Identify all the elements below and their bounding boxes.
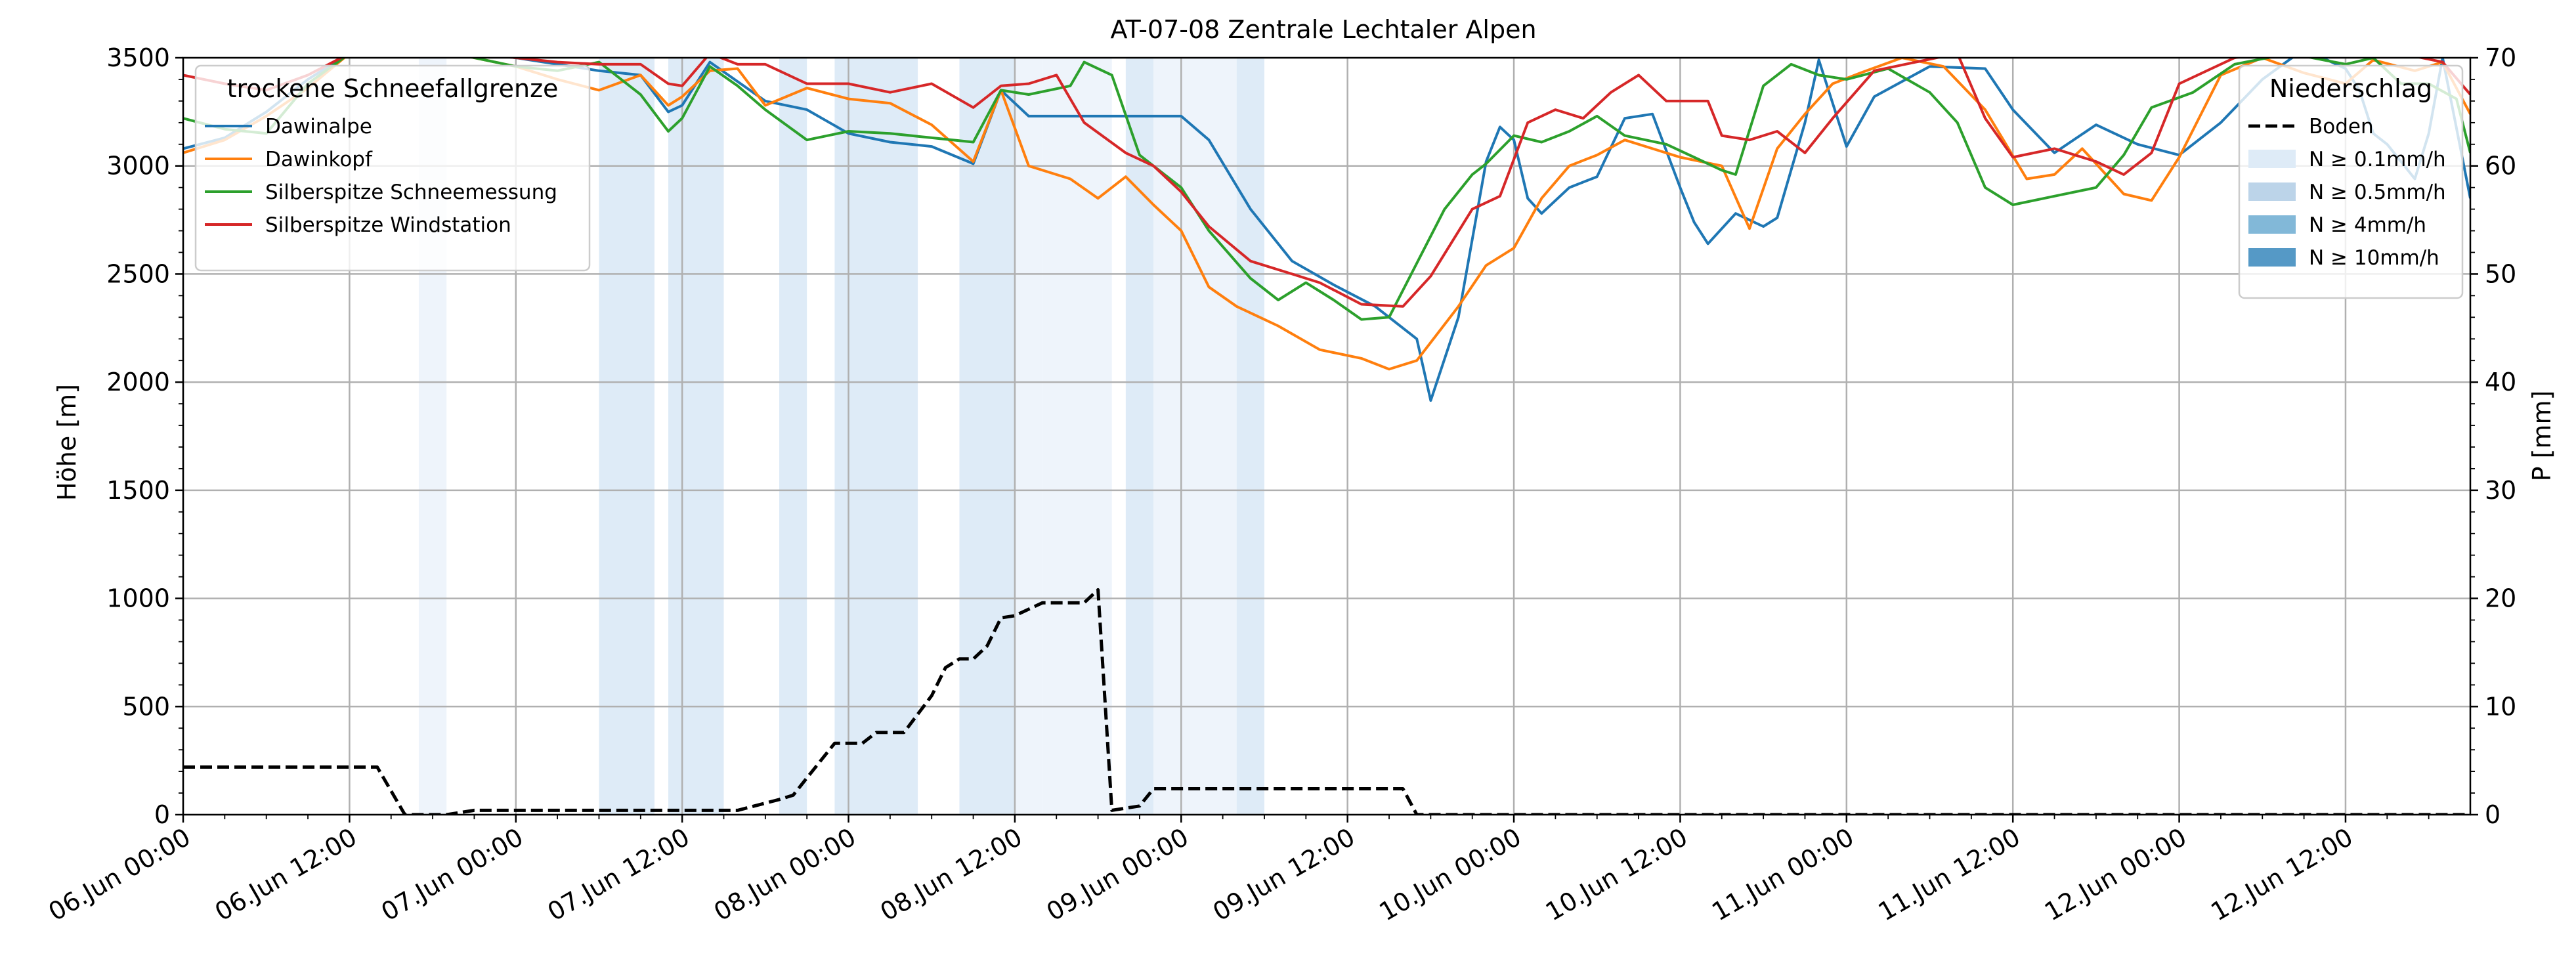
- legend-right-frame: [2238, 64, 2464, 299]
- y-tick-label-left-5: 2500: [106, 259, 170, 288]
- precip-band-7: [1042, 58, 1112, 815]
- precip-band-5: [959, 58, 1015, 815]
- legend-right-label-1: N ≥ 0.1mm/h: [2309, 148, 2446, 171]
- legend-right-title: Niederschlag: [2269, 74, 2432, 103]
- precip-band-8: [1125, 58, 1154, 815]
- y-tick-label-left-2: 1000: [106, 584, 170, 613]
- y-tick-label-left-0: 0: [154, 800, 170, 829]
- precip-band-2: [668, 58, 724, 815]
- legend-right-label-2: N ≥ 0.5mm/h: [2309, 181, 2446, 204]
- y-tick-label-right-6: 60: [2485, 152, 2516, 181]
- y-tick-label-right-7: 70: [2485, 43, 2516, 72]
- legend-right-swatch-2: [2248, 182, 2296, 201]
- y-axis-label-left: Höhe [m]: [53, 384, 81, 501]
- precip-band-4: [834, 58, 918, 815]
- y-tick-label-right-2: 20: [2485, 584, 2516, 613]
- series-line-silberspitze-schneemessung: [183, 58, 2470, 321]
- precip-band-3: [779, 58, 807, 815]
- legend-left-title: trockene Schneefallgrenze: [227, 74, 559, 103]
- y-tick-label-right-4: 40: [2485, 368, 2516, 397]
- legend-label-3: Silberspitze Windstation: [265, 213, 511, 237]
- precip-band-9: [1153, 58, 1237, 815]
- legend-right-swatch-3: [2248, 215, 2296, 234]
- y-tick-label-right-5: 50: [2485, 259, 2516, 288]
- legend-right-label-0: Boden: [2309, 115, 2374, 139]
- series-lines: [183, 58, 2470, 815]
- legend-right-label-4: N ≥ 10mm/h: [2309, 246, 2439, 270]
- legend-left: trockene Schneefallgrenze Dawinalpe Dawink…: [194, 64, 591, 272]
- y-tick-label-left-1: 500: [122, 692, 170, 721]
- legend-label-0: Dawinalpe: [265, 115, 372, 139]
- precip-band-1: [599, 58, 655, 815]
- series-line-silberspitze-windstation: [183, 58, 2470, 308]
- series-line-dawinkopf: [183, 58, 2470, 371]
- legend-right: Niederschlag Boden N ≥ 0.1mm/h N ≥ 0.5mm/h N…: [2238, 64, 2464, 299]
- plot-frame: [182, 56, 2472, 816]
- series-line-boden: [183, 588, 2470, 815]
- y-tick-label-left-7: 3500: [106, 43, 170, 72]
- y-tick-label-left-3: 1500: [106, 476, 170, 505]
- y-tick-label-right-3: 30: [2485, 476, 2516, 505]
- legend-right-swatch-4: [2248, 248, 2296, 267]
- legend-label-1: Dawinkopf: [265, 148, 373, 171]
- precip-band-10: [1236, 58, 1264, 815]
- legend-label-2: Silberspitze Schneemessung: [265, 181, 557, 204]
- y-tick-label-left-6: 3000: [106, 152, 170, 181]
- legend-right-swatch-1: [2248, 150, 2296, 168]
- chart-title: AT-07-08 Zentrale Lechtaler Alpen: [1110, 15, 1536, 44]
- legend-right-label-3: N ≥ 4mm/h: [2309, 213, 2426, 237]
- precip-band-6: [1014, 58, 1043, 815]
- y-tick-label-right-1: 10: [2485, 692, 2516, 721]
- y-tick-label-left-4: 2000: [106, 368, 170, 397]
- legend-left-frame: [194, 64, 591, 272]
- y-tick-label-right-0: 0: [2485, 800, 2501, 829]
- y-axis-label-right: P [mm]: [2527, 391, 2556, 482]
